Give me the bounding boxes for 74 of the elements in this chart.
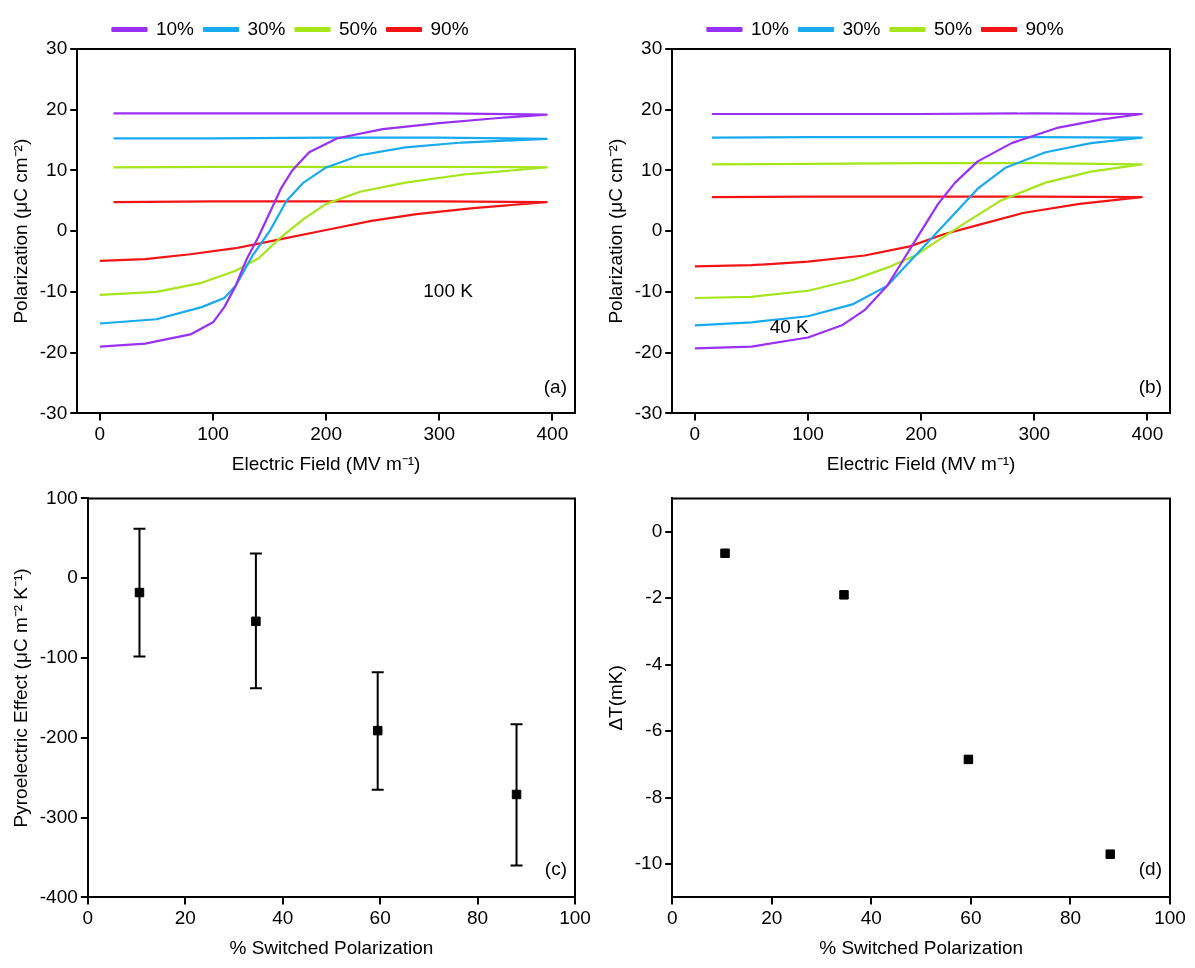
y-tick-label: -30	[634, 401, 663, 423]
x-tick-label: 400	[536, 423, 569, 445]
x-tick-label: 100	[792, 423, 824, 445]
x-tick-label: 20	[174, 907, 196, 929]
y-tick-label: -30	[39, 401, 68, 423]
y-axis-title: Polarization (μC cm⁻²)	[9, 138, 31, 324]
point	[1105, 849, 1116, 859]
x-axis-title: Electric Field (MV m⁻¹)	[231, 452, 421, 474]
legend-label: 50%	[339, 17, 378, 39]
x-tick-label: 40	[272, 907, 294, 929]
y-axis-title: ΔT(mK)	[604, 665, 626, 731]
x-tick-label: 0	[82, 907, 94, 929]
legend-label: 30%	[842, 17, 881, 39]
legend-label: 10%	[155, 17, 195, 39]
x-tick-label: 100	[197, 423, 229, 445]
y-tick-label: 10	[641, 158, 663, 180]
annotation: (d)	[1138, 857, 1162, 879]
x-tick-label: 0	[666, 907, 678, 929]
annotation: (b)	[1138, 376, 1162, 398]
x-tick-label: 200	[905, 423, 937, 445]
annotation: 40 K	[769, 316, 810, 337]
x-tick-label: 400	[1131, 423, 1164, 445]
y-tick-label: 20	[46, 97, 68, 119]
x-tick-label: 100	[1154, 907, 1186, 929]
y-tick-label: 20	[641, 97, 663, 119]
x-tick-label: 80	[467, 907, 489, 929]
point	[839, 590, 849, 600]
x-tick-label: 40	[860, 907, 882, 929]
x-axis-title: Electric Field (MV m⁻¹)	[826, 452, 1016, 474]
point	[963, 754, 974, 765]
legend-label: 30%	[247, 17, 286, 39]
y-tick-label: -4	[645, 652, 663, 674]
y-tick-label: 0	[651, 219, 663, 241]
y-tick-label: 100	[46, 486, 78, 508]
x-tick-label: 200	[310, 423, 342, 445]
point	[720, 548, 730, 559]
annotation: (c)	[544, 857, 567, 879]
x-tick-label: 300	[1018, 423, 1051, 445]
annotation: 100 K	[423, 280, 474, 302]
x-tick-label: 0	[94, 423, 106, 445]
y-tick-label: -200	[39, 726, 78, 748]
x-tick-label: 60	[369, 907, 391, 929]
legend-label: 90%	[430, 17, 469, 39]
x-tick-label: 80	[1059, 907, 1082, 929]
y-tick-label: 0	[67, 566, 78, 588]
y-tick-label: -10	[634, 280, 663, 302]
x-tick-label: 300	[423, 423, 456, 445]
y-tick-label: -400	[39, 885, 78, 907]
x-axis-title: % Switched Polarization	[819, 936, 1024, 958]
annotation: (a)	[543, 376, 567, 398]
y-tick-label: -6	[645, 719, 663, 741]
y-tick-label: 10	[46, 158, 68, 180]
x-tick-label: 60	[960, 907, 982, 929]
y-tick-label: -8	[645, 785, 663, 807]
x-tick-label: 100	[559, 907, 591, 929]
legend-label: 50%	[934, 17, 973, 39]
y-tick-label: 30	[46, 37, 68, 59]
y-tick-label: -10	[39, 280, 68, 302]
x-tick-label: 20	[761, 907, 783, 929]
y-tick-label: 0	[651, 519, 663, 541]
x-axis-title: % Switched Polarization	[229, 936, 434, 958]
x-tick-label: 0	[689, 423, 701, 445]
y-axis-title: Pyroelectric Effect (μC m⁻² K⁻¹)	[9, 568, 31, 828]
y-tick-label: -20	[39, 340, 68, 362]
y-tick-label: -300	[39, 805, 78, 827]
legend-label: 90%	[1025, 17, 1064, 39]
y-tick-label: -100	[39, 646, 78, 668]
y-axis-title: Polarization (μC cm⁻²)	[604, 138, 626, 324]
y-tick-label: 0	[56, 219, 68, 241]
y-tick-label: -10	[634, 852, 663, 874]
y-tick-label: -2	[645, 586, 663, 608]
y-tick-label: 30	[641, 37, 663, 59]
legend-label: 10%	[750, 17, 790, 39]
y-tick-label: -20	[634, 340, 663, 362]
